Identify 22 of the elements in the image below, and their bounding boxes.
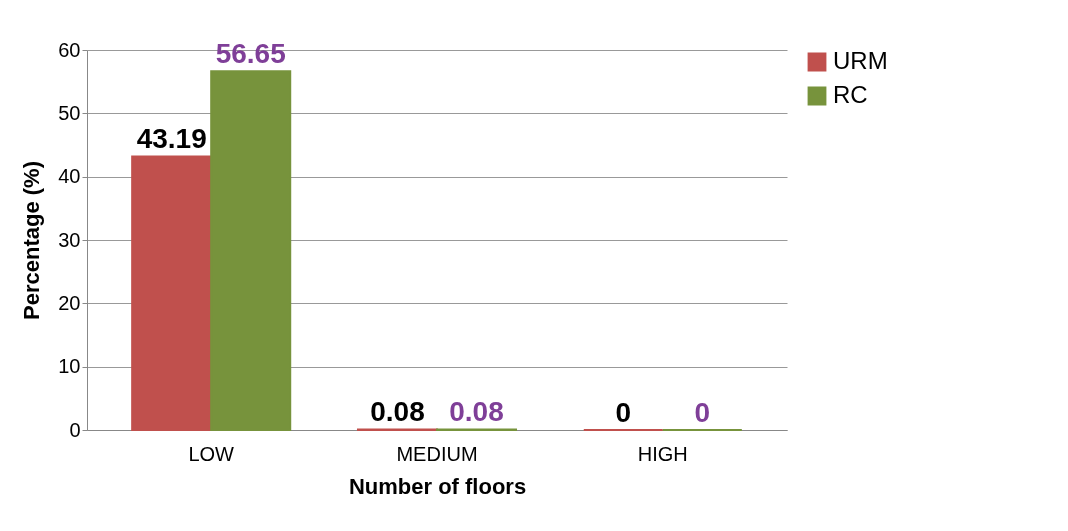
bar [131, 155, 213, 431]
data-label: 0.08 [449, 396, 504, 428]
y-tick-label: 40 [58, 165, 81, 188]
x-tick-label: MEDIUM [396, 442, 478, 465]
y-axis-title: Percentage (%) [19, 161, 45, 320]
x-axis-title: Number of floors [348, 473, 527, 499]
data-label: 0 [615, 397, 632, 428]
y-tick-label: 30 [58, 228, 81, 251]
y-tick-label: 10 [58, 355, 81, 378]
legend-label: RC [833, 81, 868, 108]
data-label: 56.65 [215, 38, 286, 70]
y-tick-label: 20 [58, 291, 81, 314]
bar [210, 70, 292, 431]
y-tick-label: 0 [69, 418, 81, 441]
x-tick-label: HIGH [637, 442, 688, 465]
legend-label: URM [833, 47, 888, 74]
y-tick-label: 60 [58, 38, 81, 61]
data-label: 0 [694, 397, 711, 428]
y-tick-label: 50 [58, 101, 81, 124]
data-label: 43.19 [136, 123, 207, 155]
x-tick-label: LOW [188, 442, 235, 465]
data-label: 0.08 [370, 396, 425, 428]
